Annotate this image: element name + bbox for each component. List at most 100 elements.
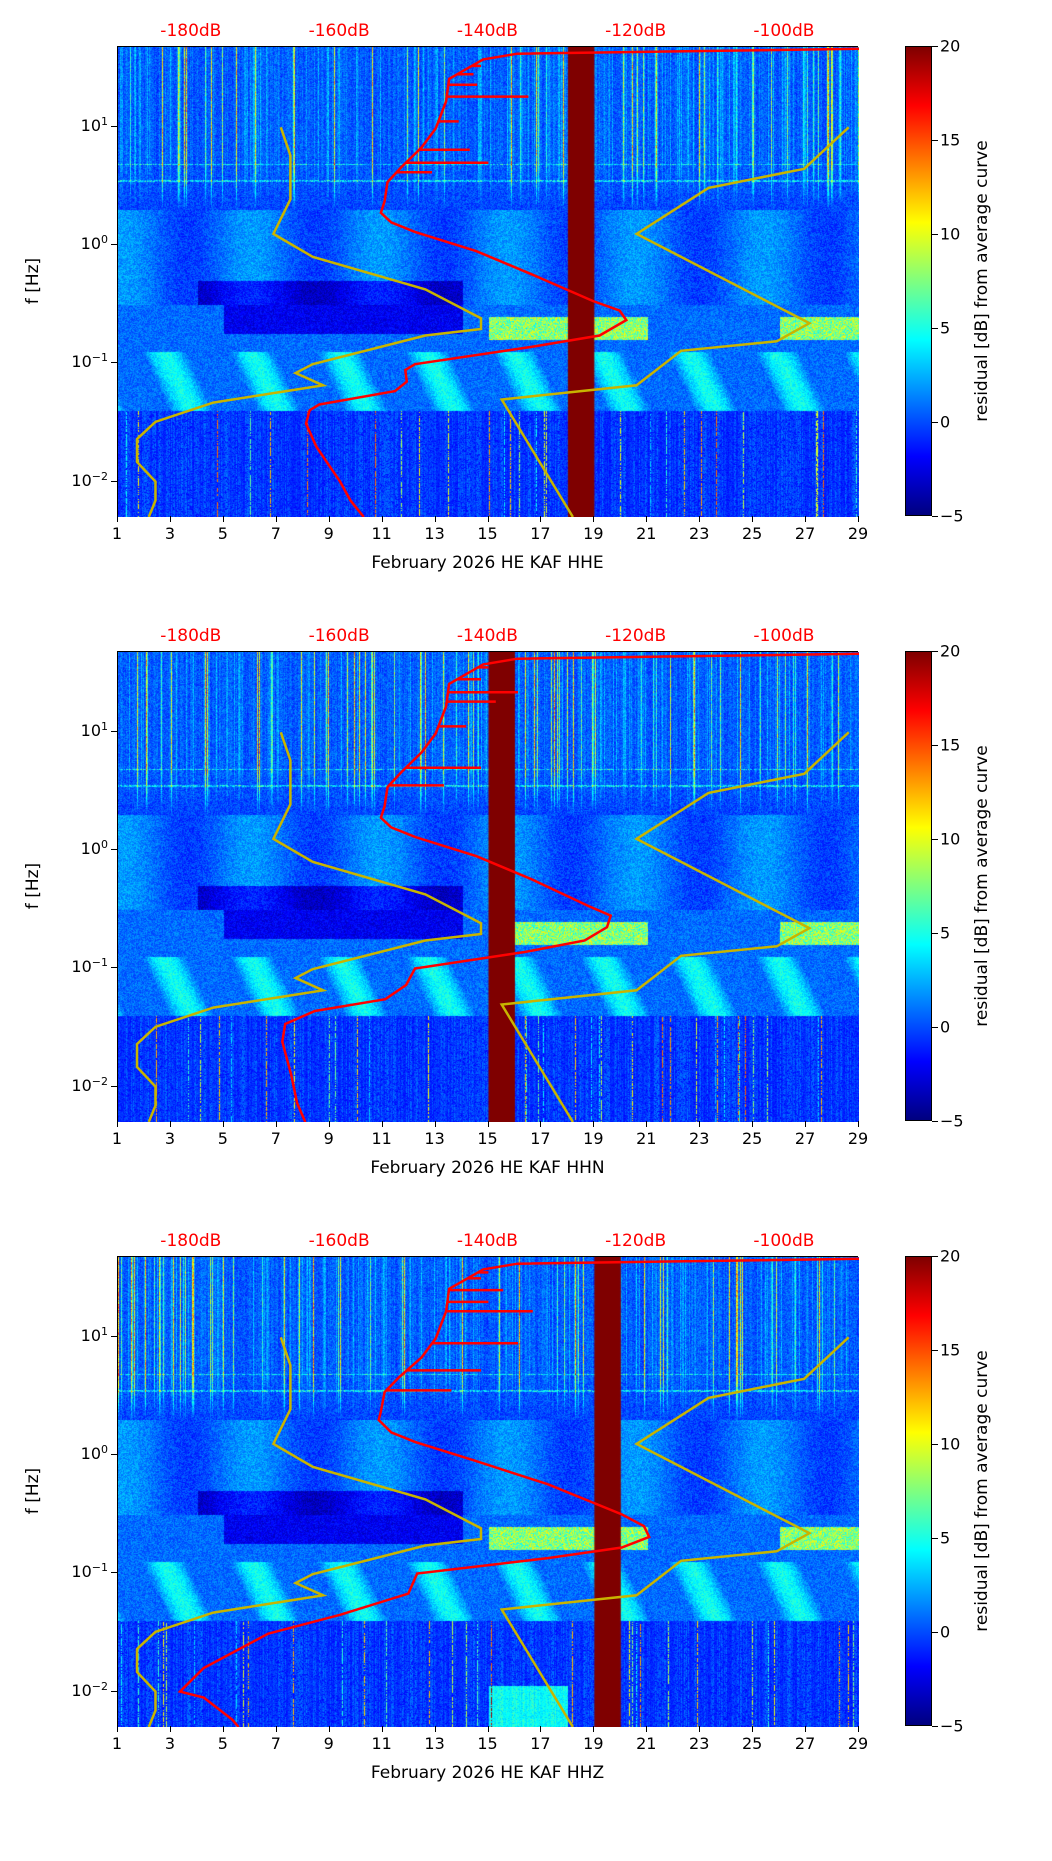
- x-tick-mark: [275, 1726, 277, 1732]
- y-tick-label: 10−2: [40, 469, 108, 489]
- colorbar-tick-mark: [932, 839, 938, 840]
- y-tick-base: 10: [80, 721, 101, 741]
- mean-psd-curve: [281, 652, 859, 1122]
- x-tick-mark: [275, 1121, 277, 1127]
- x-tick-label: 7: [270, 524, 281, 543]
- colorbar-label: residual [dB] from average curve: [972, 745, 992, 1027]
- colorbar-tick-label: 0: [940, 1622, 951, 1642]
- colorbar-tick-mark: [932, 234, 938, 235]
- x-tick-label: 5: [217, 1129, 228, 1148]
- y-tick-exponent: −2: [91, 1679, 108, 1693]
- y-tick-exponent: −2: [91, 1074, 108, 1088]
- x-tick-label: 23: [689, 524, 710, 543]
- mean-psd-curve: [304, 47, 859, 517]
- y-tick-mark: [111, 1690, 117, 1692]
- y-tick-label: 10−1: [40, 351, 108, 371]
- y-tick-mark: [111, 126, 117, 128]
- colorbar-tick-label: 10: [940, 1434, 961, 1454]
- y-tick-mark: [111, 731, 117, 733]
- y-tick-mark: [111, 362, 117, 364]
- x-tick-label: 11: [371, 524, 392, 543]
- colorbar-tick-mark: [932, 140, 938, 141]
- x-tick-mark: [487, 1121, 489, 1127]
- x-tick-label: 7: [270, 1734, 281, 1753]
- x-tick-mark: [646, 1121, 648, 1127]
- x-axis-label: February 2026 HE KAF HHN: [370, 1158, 605, 1178]
- high-noise-model-curve: [499, 126, 850, 517]
- y-tick-mark: [111, 1336, 117, 1338]
- x-tick-label: 19: [583, 1734, 604, 1753]
- x-tick-mark: [222, 1121, 224, 1127]
- y-axis-label: f [Hz]: [23, 1467, 43, 1515]
- y-axis-label: f [Hz]: [23, 862, 43, 910]
- x-tick-mark: [434, 516, 436, 522]
- colorbar-tick-mark: [932, 1726, 938, 1727]
- low-noise-model-curve: [135, 126, 483, 517]
- x-tick-mark: [593, 516, 595, 522]
- x-tick-label: 27: [794, 1734, 816, 1753]
- x-tick-mark: [169, 1121, 171, 1127]
- colorbar-tick-mark: [932, 422, 938, 423]
- x-tick-mark: [487, 516, 489, 522]
- low-noise-model-curve: [135, 731, 483, 1122]
- colorbar-tick-mark: [932, 1121, 938, 1122]
- y-tick-base: 10: [71, 1680, 92, 1700]
- y-tick-mark: [111, 1454, 117, 1456]
- high-noise-model-curve: [499, 1336, 850, 1727]
- x-tick-label: 19: [583, 524, 604, 543]
- y-tick-mark: [111, 1085, 117, 1087]
- x-tick-mark: [858, 1121, 859, 1127]
- colorbar-tick-label: 15: [940, 130, 961, 150]
- y-axis-label: f [Hz]: [23, 257, 43, 305]
- x-tick-mark: [117, 1726, 118, 1732]
- x-tick-label: 25: [741, 1129, 763, 1148]
- spectrogram-axes: [117, 651, 859, 1122]
- x-tick-mark: [169, 1726, 171, 1732]
- x-tick-label: 23: [689, 1129, 710, 1148]
- colorbar-tick-label: 10: [940, 224, 961, 244]
- y-tick-base: 10: [80, 1326, 101, 1346]
- colorbar-tick-mark: [932, 745, 938, 746]
- colorbar-tick-label: −5: [940, 506, 964, 526]
- y-tick-base: 10: [71, 957, 92, 977]
- y-tick-exponent: −1: [91, 956, 108, 970]
- y-tick-label: 10−2: [40, 1074, 108, 1094]
- top-db-tick-label: -180dB: [160, 626, 222, 646]
- y-tick-exponent: 1: [101, 1325, 108, 1339]
- x-tick-label: 1: [111, 1129, 123, 1148]
- y-tick-label: 10−2: [40, 1679, 108, 1699]
- x-tick-label: 3: [164, 524, 176, 543]
- y-tick-mark: [111, 480, 117, 482]
- x-tick-label: 17: [530, 524, 551, 543]
- top-db-tick-label: -140dB: [456, 21, 518, 41]
- y-tick-base: 10: [80, 839, 101, 859]
- x-tick-mark: [805, 1726, 807, 1732]
- x-tick-mark: [169, 516, 171, 522]
- colorbar-tick-label: −5: [940, 1111, 964, 1131]
- spectrogram-heatmap: [118, 652, 859, 1122]
- panel-hhz: 1 3 5 7 9 11 13 15 17 19 21 23 25 27 29 10−2 10−1 100 101-…: [0, 1231, 1052, 1861]
- colorbar-tick-mark: [932, 1538, 938, 1539]
- x-tick-mark: [222, 516, 224, 522]
- x-tick-label: 3: [164, 1734, 176, 1753]
- curves-overlay: [135, 47, 859, 517]
- x-tick-label: 1: [111, 524, 123, 543]
- spectrogram-axes: [117, 1256, 859, 1727]
- x-tick-mark: [699, 1726, 701, 1732]
- x-tick-label: 5: [217, 524, 228, 543]
- x-tick-mark: [540, 1726, 542, 1732]
- top-db-tick-label: -140dB: [456, 626, 518, 646]
- y-tick-exponent: −2: [91, 469, 108, 483]
- x-tick-label: 15: [477, 1129, 498, 1148]
- colorbar-tick-label: 10: [940, 829, 961, 849]
- y-tick-label: 10−1: [40, 1561, 108, 1581]
- y-tick-mark: [111, 849, 117, 851]
- panel-hhn: 1 3 5 7 9 11 13 15 17 19 21 23 25 27 29 10−2 10−1 100 101-…: [0, 626, 1052, 1256]
- x-tick-label: 9: [323, 1734, 334, 1753]
- x-tick-label: 17: [530, 1734, 551, 1753]
- y-tick-base: 10: [71, 1562, 92, 1582]
- x-tick-mark: [275, 516, 277, 522]
- colorbar-tick-mark: [932, 1444, 938, 1445]
- x-tick-mark: [434, 1121, 436, 1127]
- x-tick-label: 29: [847, 524, 869, 543]
